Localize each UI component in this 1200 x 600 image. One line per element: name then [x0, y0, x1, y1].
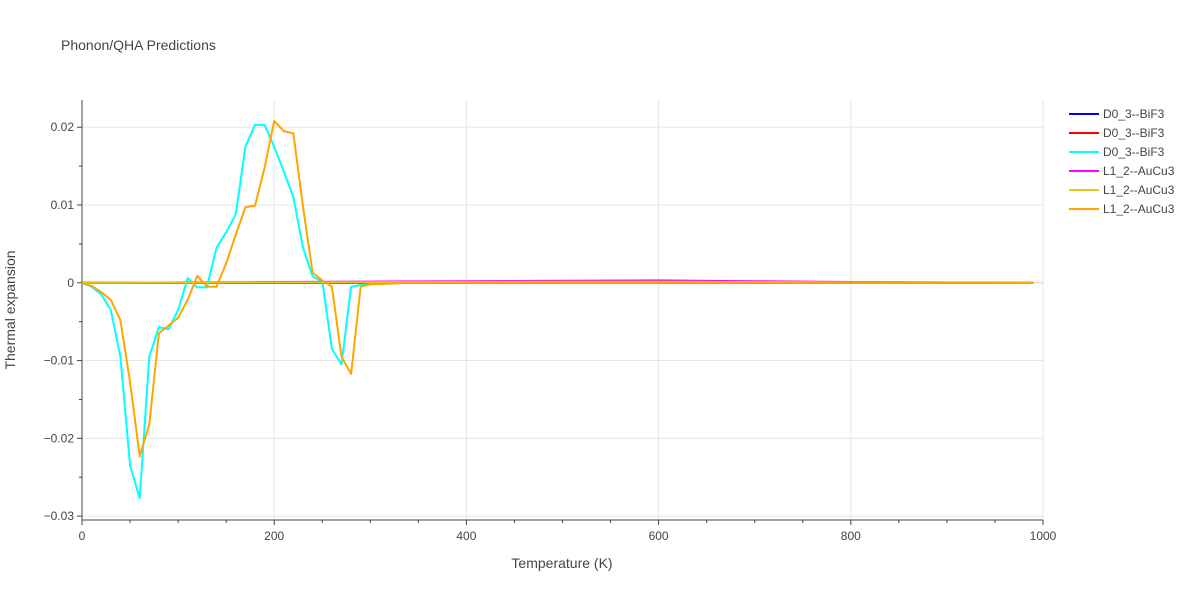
x-tick-label: 0: [79, 529, 86, 543]
chart-title: Phonon/QHA Predictions: [61, 37, 216, 53]
series-lines: [81, 120, 1034, 500]
axes: 0 200 400 600 800 1000 −0.03 −0.02 −0.01 0 0.01 0.0…: [44, 100, 1057, 543]
legend-label[interactable]: L1_2--AuCu3: [1103, 202, 1175, 216]
x-tick-label: 800: [841, 529, 861, 543]
y-tick-label: 0: [67, 276, 74, 290]
x-tick-label: 600: [649, 529, 669, 543]
legend-label[interactable]: L1_2--AuCu3: [1103, 164, 1175, 178]
y-tick-label: −0.02: [44, 431, 75, 445]
x-tick-label: 200: [264, 529, 284, 543]
legend-label[interactable]: D0_3--BiF3: [1103, 126, 1165, 140]
y-tick-label: 0.01: [51, 198, 75, 212]
legend-label[interactable]: L1_2--AuCu3: [1103, 183, 1175, 197]
x-tick-label: 1000: [1030, 529, 1057, 543]
legend-label[interactable]: D0_3--BiF3: [1103, 145, 1165, 159]
y-tick-label: −0.01: [44, 354, 75, 368]
legend[interactable]: D0_3--BiF3 D0_3--BiF3 D0_3--BiF3 L1_2--AuCu…: [1069, 107, 1175, 216]
x-axis-title: Temperature (K): [511, 555, 612, 571]
y-axis-title: Thermal expansion: [2, 250, 18, 369]
x-tick-label: 400: [456, 529, 476, 543]
series-line-6: [81, 120, 1034, 458]
y-tick-label: −0.03: [44, 509, 75, 523]
y-tick-label: 0.02: [51, 120, 75, 134]
legend-label[interactable]: D0_3--BiF3: [1103, 107, 1165, 121]
